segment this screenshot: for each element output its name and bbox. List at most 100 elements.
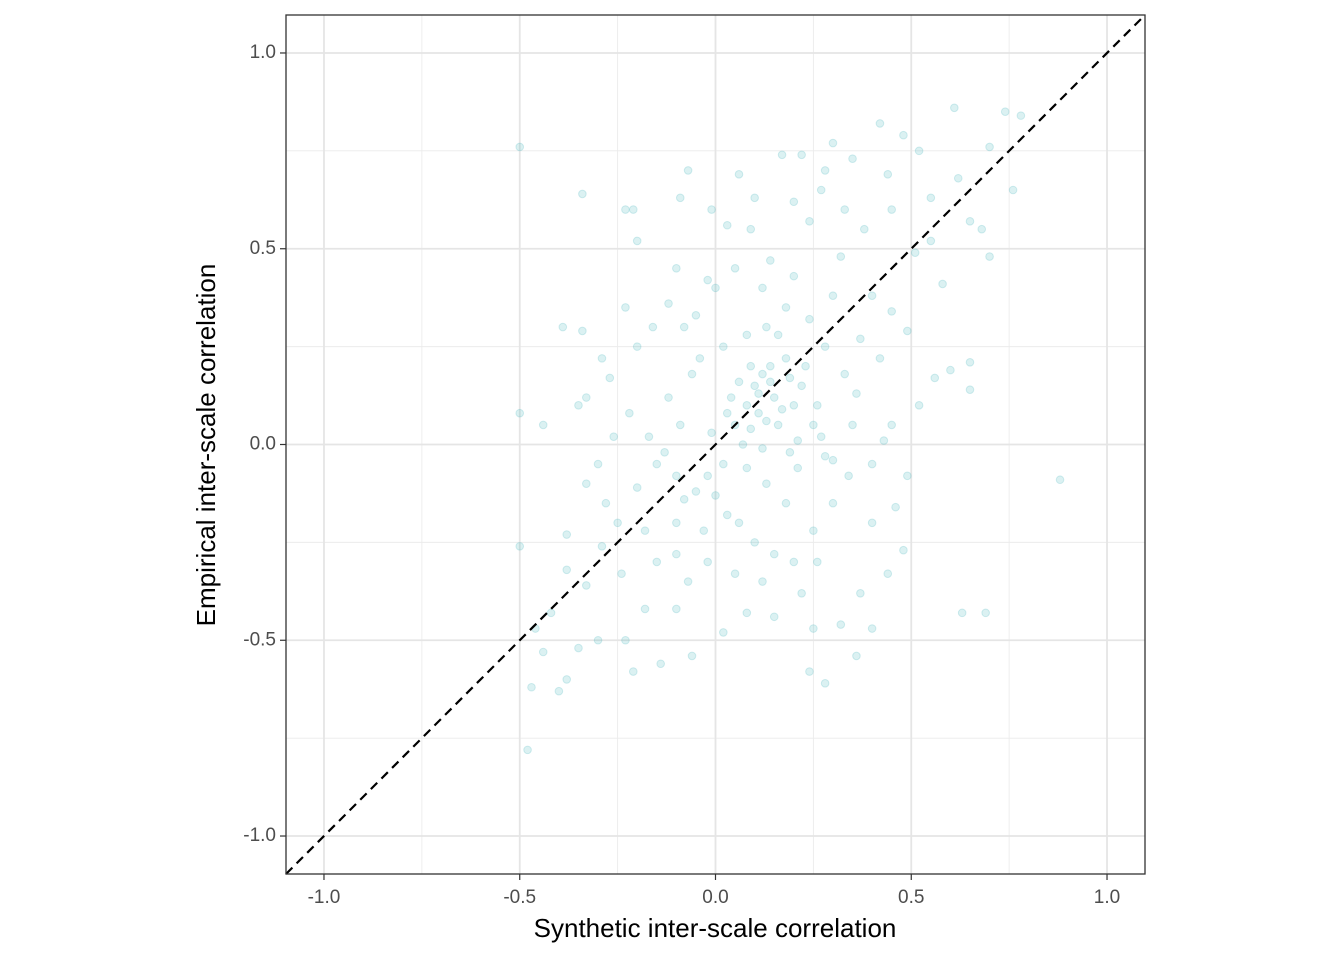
point [828, 138, 838, 148]
point [742, 401, 752, 410]
point [538, 420, 548, 430]
point [640, 526, 650, 535]
point [593, 459, 603, 469]
point [625, 408, 634, 418]
point [1008, 185, 1018, 195]
point [766, 361, 775, 371]
point [562, 530, 572, 539]
point [812, 557, 822, 567]
point [675, 193, 685, 203]
point [703, 471, 712, 481]
point [946, 365, 955, 375]
point [609, 432, 619, 441]
panel-border [285, 14, 1146, 875]
point [722, 408, 732, 418]
point [742, 463, 752, 473]
point [679, 495, 689, 504]
point [859, 224, 869, 234]
x-axis-title: Synthetic inter-scale correlation [534, 913, 897, 943]
point [840, 205, 850, 214]
point [828, 455, 838, 465]
point [762, 479, 771, 488]
point [965, 357, 975, 367]
point [711, 283, 720, 293]
point [1016, 111, 1026, 120]
point [797, 381, 806, 391]
point [887, 420, 896, 430]
point [656, 659, 665, 669]
point [652, 459, 662, 469]
point [773, 420, 783, 430]
point [558, 322, 568, 332]
point [613, 518, 622, 528]
point [867, 459, 877, 469]
x-tick-label: -1.0 [308, 887, 341, 908]
point [754, 389, 763, 398]
point [875, 354, 885, 363]
point [844, 471, 853, 481]
point [840, 369, 850, 379]
point [730, 569, 740, 579]
point [679, 322, 689, 332]
point [785, 448, 795, 457]
point [523, 745, 532, 755]
point [687, 369, 697, 379]
point [785, 373, 795, 383]
point [926, 236, 936, 246]
point [581, 581, 591, 590]
point [683, 577, 693, 586]
point [773, 330, 783, 340]
point [856, 334, 865, 344]
point [621, 303, 630, 312]
point [977, 224, 987, 234]
point [758, 283, 767, 293]
point [719, 459, 728, 469]
point [965, 217, 975, 226]
y-tick-label: -0.5 [243, 629, 276, 650]
point [574, 401, 583, 410]
point [703, 275, 712, 285]
point [722, 510, 732, 520]
point [805, 217, 814, 226]
point [1000, 107, 1010, 117]
point [707, 428, 716, 438]
point [628, 667, 638, 676]
point [856, 588, 865, 598]
point [809, 624, 818, 633]
x-tick-label: 0.0 [702, 887, 728, 908]
point [957, 608, 967, 618]
point [887, 205, 896, 214]
point [632, 342, 642, 351]
point [848, 154, 857, 163]
point [816, 185, 826, 195]
point [672, 471, 681, 481]
point [738, 440, 748, 449]
point [621, 635, 630, 645]
point [746, 361, 756, 371]
point [769, 549, 779, 559]
point [581, 479, 591, 488]
point [578, 326, 587, 336]
point [910, 248, 920, 257]
point [769, 393, 779, 402]
point [742, 330, 752, 340]
point [672, 549, 681, 559]
point [644, 432, 654, 441]
point [691, 310, 701, 320]
y-tick-label: 0.5 [250, 238, 276, 259]
point [914, 146, 924, 156]
point [758, 369, 767, 379]
point [769, 612, 779, 622]
y-axis-title: Empirical inter-scale correlation [191, 264, 221, 627]
point [762, 416, 771, 426]
point [597, 541, 607, 551]
point [562, 565, 572, 575]
point [758, 577, 767, 586]
x-tick-label: 0.5 [898, 887, 924, 908]
point [664, 393, 673, 402]
point [695, 354, 705, 363]
point [938, 279, 947, 289]
point [581, 393, 591, 402]
point [914, 401, 924, 410]
